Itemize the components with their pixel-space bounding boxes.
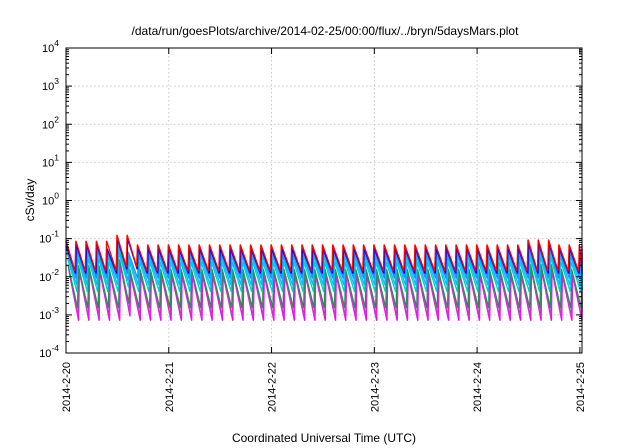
y-tick-label-base: 10 xyxy=(42,81,54,93)
y-tick-label-exponent: -1 xyxy=(51,229,59,239)
y-tick-label-base: 10 xyxy=(39,310,51,322)
x-tick-labels: 2014-2-20 2014-2-21 2014-2-22 2014-2-23 2014… xyxy=(61,362,587,412)
x-tick-label: 2014-2-23 xyxy=(369,362,381,412)
y-tick-label-base: 10 xyxy=(42,43,54,55)
y-axis-label: cSv/day xyxy=(23,179,37,222)
y-tick-label-exponent: 4 xyxy=(54,38,59,48)
x-axis-label: Coordinated Universal Time (UTC) xyxy=(232,431,416,445)
axis-ticks xyxy=(65,47,582,354)
y-tick-label: 10-2 xyxy=(39,267,59,284)
y-tick-label: 10-1 xyxy=(39,229,59,246)
x-tick-label: 2014-2-21 xyxy=(164,362,176,412)
y-tick-label-base: 10 xyxy=(42,157,54,169)
y-tick-label: 100 xyxy=(42,191,59,208)
chart-title: /data/run/goesPlots/archive/2014-02-25/0… xyxy=(132,24,520,38)
y-tick-label: 104 xyxy=(42,38,59,55)
y-tick-label-base: 10 xyxy=(42,119,54,131)
y-tick-label: 10-4 xyxy=(39,343,59,360)
y-tick-label-exponent: -2 xyxy=(51,267,59,277)
y-tick-label-base: 10 xyxy=(39,272,51,284)
series-group xyxy=(65,234,583,321)
x-tick-label: 2014-2-24 xyxy=(472,362,484,412)
y-tick-label: 10-3 xyxy=(39,305,59,322)
series-line xyxy=(65,234,583,272)
y-tick-label-exponent: 0 xyxy=(54,191,59,201)
x-tick-label: 2014-2-25 xyxy=(575,362,587,412)
x-tick-label: 2014-2-22 xyxy=(267,362,279,412)
y-tick-label: 102 xyxy=(42,114,59,131)
y-tick-label-base: 10 xyxy=(42,196,54,208)
y-tick-label-base: 10 xyxy=(39,348,51,360)
series-line xyxy=(67,259,583,309)
y-tick-label-base: 10 xyxy=(39,234,51,246)
y-tick-label-exponent: -4 xyxy=(51,343,59,353)
y-tick-label: 101 xyxy=(42,152,59,169)
y-tick-label: 103 xyxy=(42,76,59,93)
y-tick-label-exponent: 3 xyxy=(54,76,59,86)
y-tick-label-exponent: 2 xyxy=(54,114,59,124)
y-tick-label-exponent: -3 xyxy=(51,305,59,315)
y-tick-label-exponent: 1 xyxy=(54,152,59,162)
x-tick-label: 2014-2-20 xyxy=(61,362,73,412)
